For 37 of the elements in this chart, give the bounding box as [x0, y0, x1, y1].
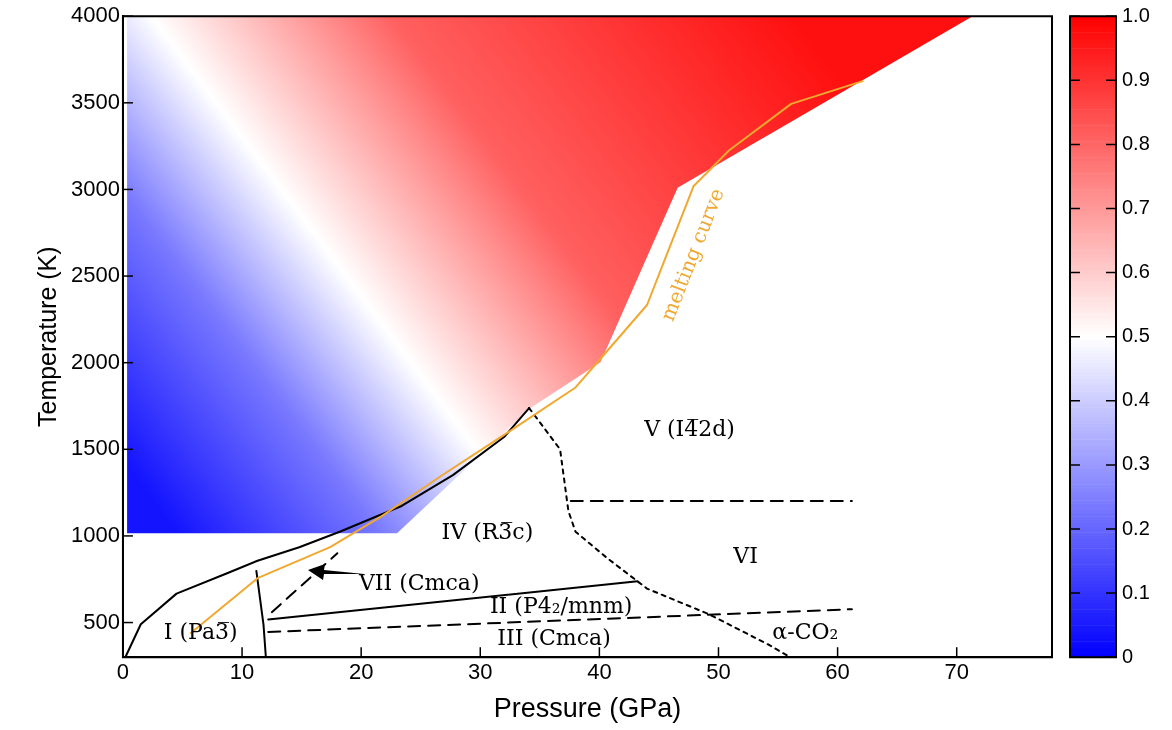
x-axis-title: Pressure (GPa)	[493, 693, 682, 724]
annotation: VII (Cmca)	[357, 570, 480, 596]
y-axis-title: Temperature (K)	[32, 246, 61, 428]
y-tick-label: 2000	[70, 348, 120, 374]
y-tick-label: 3500	[70, 88, 120, 114]
annotation: II (P4₂/mnm)	[489, 592, 633, 618]
color-bar-label: 0.6	[1122, 260, 1150, 283]
annotation: I (Pa3̅)	[163, 618, 238, 644]
annotation: IV (R3̅c)	[441, 519, 534, 545]
y-tick-label: 1500	[70, 435, 120, 461]
x-tick-label: 60	[825, 659, 850, 685]
x-tick-label: 70	[944, 659, 969, 685]
annotation: V (I4̅2d)	[643, 416, 735, 441]
x-tick-label: 10	[229, 659, 255, 685]
color-bar-label: 0.2	[1122, 516, 1150, 539]
color-bar-label: 0.9	[1122, 67, 1150, 90]
x-tick-label: 50	[706, 659, 731, 685]
color-bar-label: 0.3	[1122, 452, 1150, 475]
color-bar-label: 0.8	[1122, 131, 1150, 154]
y-tick-label: 1000	[70, 521, 120, 547]
annotation: VI	[732, 542, 758, 568]
annotation: α-CO₂	[772, 618, 839, 644]
color-bar-label: 1.0	[1122, 3, 1150, 26]
color-bar-label: 0.7	[1122, 196, 1150, 219]
x-tick-label: 0	[116, 659, 130, 685]
color-bar-label: 0.4	[1122, 388, 1150, 411]
color-bar-label: 0.5	[1122, 324, 1150, 347]
y-tick-label: 500	[83, 608, 120, 634]
annotation: III (Cmca)	[497, 624, 611, 650]
color-bar-label: 0.1	[1122, 580, 1150, 603]
x-tick-label: 30	[468, 659, 493, 685]
y-tick-label: 2500	[70, 262, 120, 288]
y-tick-label: 4000	[70, 2, 120, 28]
y-tick-label: 3000	[70, 175, 120, 201]
x-tick-label: 20	[348, 659, 374, 685]
color-bar-label: 0	[1122, 644, 1134, 667]
x-tick-label: 40	[587, 659, 612, 685]
